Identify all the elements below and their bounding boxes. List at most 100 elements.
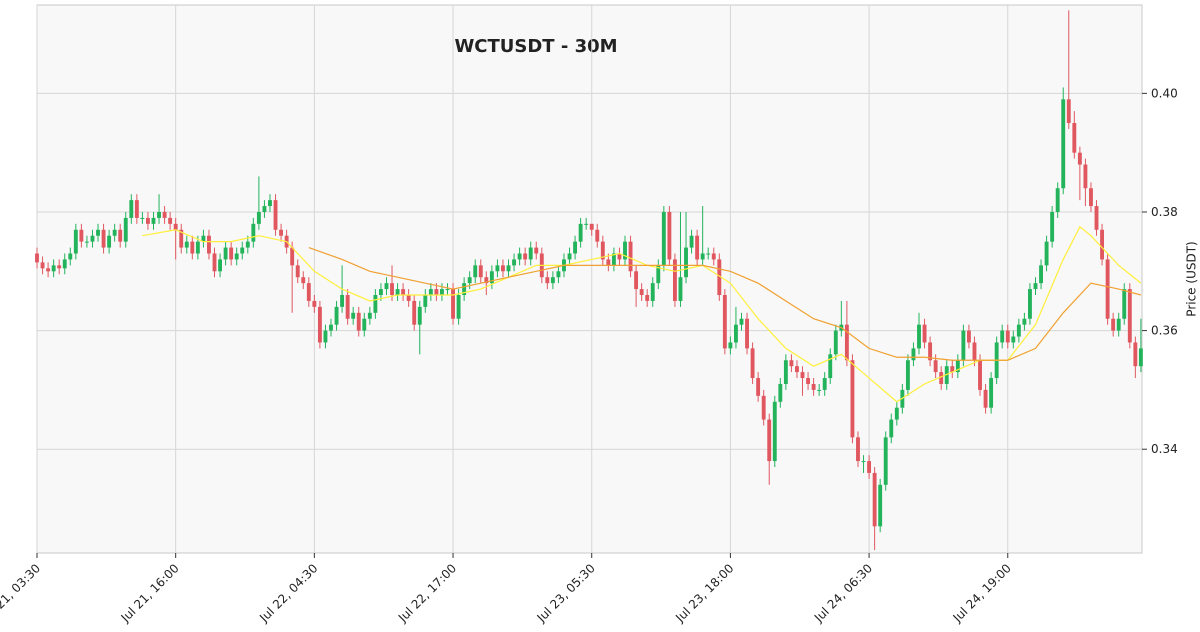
candle-body xyxy=(545,277,550,284)
candle-body xyxy=(1011,336,1016,343)
candle-body xyxy=(650,283,655,301)
candle-body xyxy=(867,461,872,473)
candle-body xyxy=(728,342,733,349)
candle-body xyxy=(961,330,966,361)
y-tick-label: 0.40 xyxy=(1151,86,1178,100)
candle-body xyxy=(306,283,311,301)
candle-body xyxy=(218,259,222,272)
candle-body xyxy=(1127,289,1132,343)
candle-body xyxy=(1000,330,1005,343)
candle-body xyxy=(445,289,450,291)
candle-body xyxy=(334,306,339,325)
candle-body xyxy=(112,229,117,236)
candle-body xyxy=(1089,188,1093,207)
candle-body xyxy=(423,295,428,307)
candle-body xyxy=(861,461,866,463)
candle-body xyxy=(1033,283,1038,290)
candle-body xyxy=(107,235,112,248)
candle-body xyxy=(201,235,206,242)
x-tick-label: Jul 21, 03:30 xyxy=(0,561,43,625)
candle-body xyxy=(118,229,123,242)
candle-body xyxy=(872,472,877,527)
candle-body xyxy=(62,259,67,269)
y-tick-label: 0.36 xyxy=(1151,324,1178,338)
candle-body xyxy=(101,229,106,248)
y-tick-label: 0.34 xyxy=(1151,442,1178,456)
candle-body xyxy=(506,265,511,272)
candle-body xyxy=(678,277,683,301)
candle-body xyxy=(301,277,306,284)
candle-body xyxy=(789,360,794,367)
candle-body xyxy=(462,283,467,296)
candle-body xyxy=(51,265,56,272)
candle-body xyxy=(1083,164,1088,189)
candle-body xyxy=(79,229,84,242)
candle-body xyxy=(512,259,516,266)
candle-body xyxy=(711,253,716,260)
candle-body xyxy=(378,289,383,296)
candle-body xyxy=(434,289,439,296)
y-tick-label: 0.38 xyxy=(1151,205,1178,219)
candle-body xyxy=(351,312,356,319)
candle-body xyxy=(844,324,849,361)
candle-body xyxy=(617,253,622,260)
candle-body xyxy=(356,312,361,331)
candle-body xyxy=(123,217,128,242)
candle-body xyxy=(978,360,982,390)
candle-body xyxy=(661,211,666,266)
candle-body xyxy=(467,277,472,284)
candle-body xyxy=(734,324,738,343)
candle-body xyxy=(672,259,677,301)
candle-body xyxy=(905,360,910,390)
candle-body xyxy=(412,300,417,325)
candle-body xyxy=(600,241,605,260)
candle-body xyxy=(473,265,478,278)
candle-body xyxy=(35,253,39,263)
candle-body xyxy=(234,253,239,260)
candle-body xyxy=(745,318,749,349)
candle-body xyxy=(1122,289,1127,319)
x-tick-label: Jul 23, 05:30 xyxy=(534,561,598,625)
candle-body xyxy=(295,265,300,278)
candle-body xyxy=(1016,324,1021,337)
candle-body xyxy=(534,247,539,254)
candle-body xyxy=(567,253,572,260)
candle-body xyxy=(290,247,295,266)
candle-body xyxy=(584,223,589,225)
candle-body xyxy=(623,241,627,260)
candle-body xyxy=(573,241,578,254)
candle-body xyxy=(833,330,838,355)
candle-body xyxy=(1105,259,1110,319)
candle-body xyxy=(1055,188,1060,212)
candle-body xyxy=(96,229,100,236)
candle-body xyxy=(484,277,489,284)
candle-body xyxy=(262,206,267,212)
candle-body xyxy=(695,235,700,260)
candle-body xyxy=(329,324,333,331)
candle-body xyxy=(611,253,616,266)
candle-body xyxy=(384,283,389,290)
candle-body xyxy=(478,265,483,278)
candle-body xyxy=(828,354,833,379)
candle-body xyxy=(195,241,200,254)
candle-body xyxy=(966,330,971,343)
candle-body xyxy=(68,253,73,260)
candle-body xyxy=(46,268,51,272)
candle-body xyxy=(800,372,805,379)
candle-body xyxy=(983,389,988,408)
candle-body xyxy=(168,217,173,224)
candle-body xyxy=(634,271,639,290)
candle-body xyxy=(689,235,694,248)
candle-body xyxy=(606,259,611,266)
candle-body xyxy=(489,271,494,284)
candle-body xyxy=(1116,318,1121,331)
candle-body xyxy=(523,253,528,260)
candle-body xyxy=(1039,265,1043,284)
x-tick-label: Jul 22, 17:00 xyxy=(395,561,459,625)
plot-area xyxy=(36,4,1143,554)
candle-body xyxy=(240,247,245,254)
candle-body xyxy=(739,318,744,325)
candle-body xyxy=(323,330,328,343)
candle-body xyxy=(706,253,711,255)
